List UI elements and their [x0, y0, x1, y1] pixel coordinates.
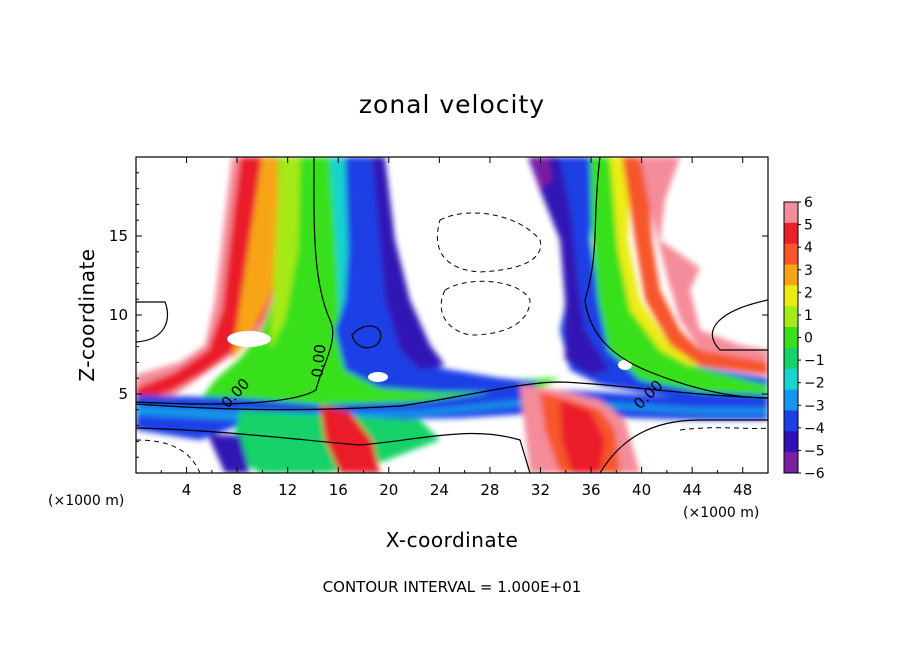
- x-tick-label: 40: [632, 481, 651, 499]
- white-island-center: [368, 372, 388, 382]
- x-tick-label: 32: [531, 481, 550, 499]
- contour-zero-band: [136, 381, 768, 411]
- colorbar-tick-label: −5: [804, 443, 825, 459]
- chart-title: zonal velocity: [359, 90, 545, 119]
- colorbar-swatch: [784, 368, 798, 391]
- x-axis: 4 8 12 16 20 24 28 32 36 40 44 48: [160, 157, 752, 499]
- y-axis: 5 10 15: [109, 172, 768, 458]
- colorbar-tick-label: −1: [804, 353, 825, 369]
- y-tick-label: 10: [109, 306, 128, 324]
- colorbar-swatch: [784, 347, 798, 370]
- colorbar-swatch: [784, 243, 798, 266]
- field-right-navy: [528, 157, 610, 375]
- contour-zero-right: [584, 157, 768, 399]
- x-tick-label: 48: [733, 481, 752, 499]
- colorbar-swatch: [784, 389, 798, 411]
- x-tick-label: 44: [683, 481, 702, 499]
- colorbar-tick-label: 2: [804, 285, 813, 301]
- contour-left-edge: [136, 301, 169, 343]
- colorbar-swatch: [784, 306, 798, 328]
- colorbar-tick-label: 3: [804, 263, 813, 279]
- colorbar-tick-label: −4: [804, 421, 825, 437]
- field-low-purple: [208, 435, 250, 473]
- field-green-light: [270, 157, 300, 350]
- colorbar-swatch: [784, 410, 798, 432]
- colorbar-tick-label: 4: [804, 240, 813, 256]
- contour-lines: [136, 157, 768, 473]
- field-right-purple: [530, 157, 552, 190]
- contour-zero-left: [136, 157, 334, 405]
- field-right-yellow: [610, 157, 700, 366]
- y-tick-label: 5: [118, 385, 128, 403]
- x-tick-label: 36: [581, 481, 600, 499]
- colorbar-swatch: [784, 285, 798, 307]
- field-right-green: [590, 157, 768, 395]
- white-island-left: [227, 331, 271, 347]
- x-unit-left: (×1000 m): [48, 493, 124, 509]
- contour-lower-right: [599, 419, 768, 473]
- field-low-red-core: [560, 400, 605, 473]
- field-right-pink: [640, 157, 768, 362]
- x-axis-title: X-coordinate: [386, 528, 519, 552]
- contour-label-center: 0.00: [308, 343, 329, 378]
- colorbar-swatch: [784, 431, 798, 453]
- colorbar-swatch: [784, 452, 798, 474]
- x-tick-label: 28: [480, 481, 499, 499]
- colorbar-tick-label: 5: [804, 218, 813, 234]
- contour-dashed: [136, 212, 768, 473]
- x-tick-label: 24: [430, 481, 449, 499]
- plot-area: 0.00 0.00 0.00: [135, 156, 769, 474]
- field-blue-arch: [335, 157, 540, 392]
- colorbar: 6 5 4 3 2 1 0 −1 −2 −3 −4 −5 −6: [783, 195, 825, 482]
- colorbar-swatch: [784, 327, 798, 349]
- colorbar-tick-label: 6: [804, 195, 813, 211]
- x-tick-label: 4: [182, 481, 192, 499]
- white-island-right: [618, 360, 632, 370]
- colorbar-tick-label: −6: [804, 466, 825, 482]
- colorbar-tick-label: −2: [804, 376, 825, 392]
- field-low-left-red: [320, 405, 380, 473]
- contour-lower-left: [136, 427, 531, 473]
- field-navy-arch: [372, 157, 445, 370]
- x-tick-label: 20: [379, 481, 398, 499]
- contour-interval-caption: CONTOUR INTERVAL = 1.000E+01: [323, 578, 582, 596]
- colorbar-swatch: [784, 202, 798, 224]
- field-right-orange: [622, 157, 768, 375]
- colorbar-tick-label: 0: [804, 331, 813, 347]
- x-tick-label: 12: [278, 481, 297, 499]
- x-tick-label: 8: [232, 481, 242, 499]
- contour-neg-bottom-left: [136, 439, 201, 473]
- colorbar-tick-label: −3: [804, 398, 825, 414]
- x-unit-right: (×1000 m): [683, 505, 759, 521]
- colorbar-tick-label: 1: [804, 308, 813, 324]
- contour-right-edge: [711, 299, 768, 351]
- contour-neg-bottom-right: [679, 427, 768, 431]
- field-low-blue-band: [136, 388, 768, 440]
- contour-zero-loop: [351, 325, 382, 349]
- y-tick-label: 15: [109, 227, 128, 245]
- colorbar-swatch: [784, 222, 798, 245]
- colorbar-swatch: [784, 264, 798, 286]
- x-tick-label: 16: [329, 481, 348, 499]
- heatmap-field: [136, 157, 768, 473]
- y-axis-title: Z-coordinate: [75, 248, 99, 381]
